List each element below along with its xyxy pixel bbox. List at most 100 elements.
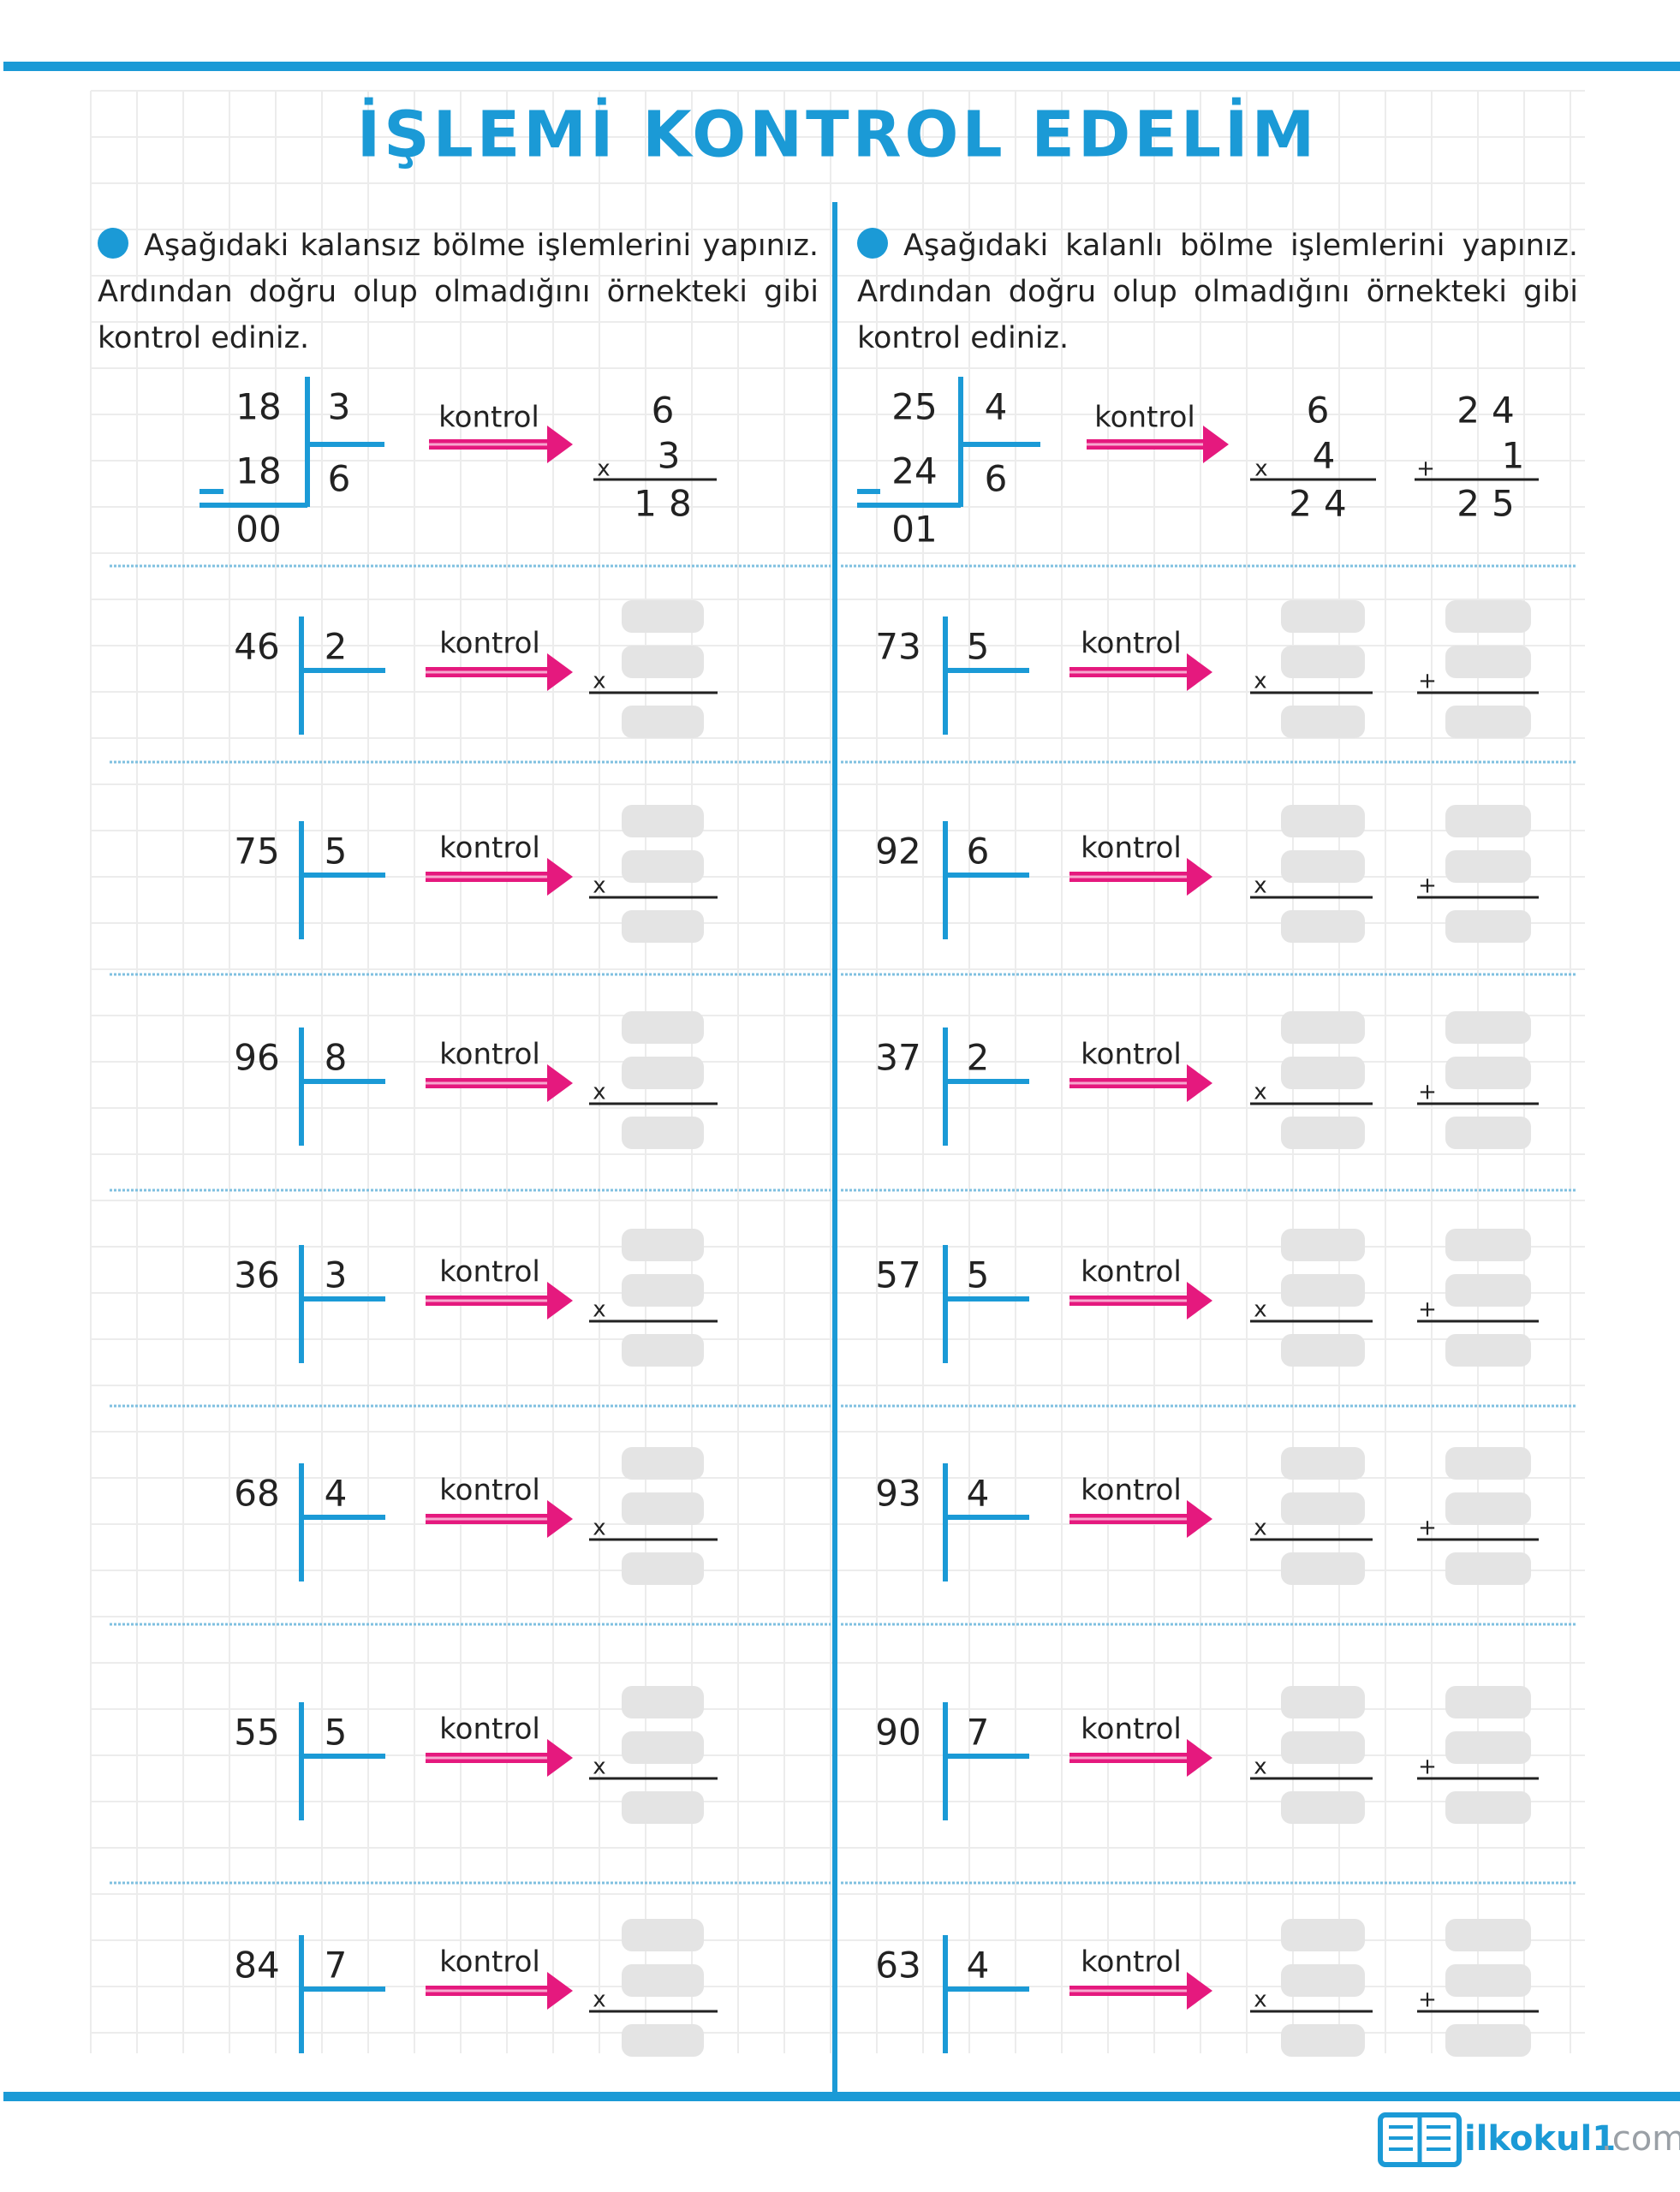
quotient: 6 xyxy=(985,458,1008,500)
dividend: 37 xyxy=(875,1037,920,1079)
answer-box xyxy=(622,1686,704,1718)
division-line xyxy=(301,1515,385,1520)
answer-box xyxy=(1281,910,1365,943)
answer-box xyxy=(1445,1447,1531,1480)
division-line xyxy=(945,873,1029,878)
times-sign: x xyxy=(593,1516,605,1541)
answer-box xyxy=(1445,910,1531,943)
answer-box xyxy=(1281,850,1365,883)
answer-box xyxy=(1281,1117,1365,1149)
divisor: 7 xyxy=(967,1712,990,1754)
answer-box xyxy=(622,600,704,633)
times-sign: x xyxy=(593,1987,605,2013)
division-line xyxy=(301,668,385,673)
answer-box xyxy=(1445,1229,1531,1261)
arrow-shine xyxy=(426,1081,551,1085)
kontrol-label: kontrol xyxy=(439,1255,540,1290)
minus-sign xyxy=(857,489,880,494)
kontrol-label: kontrol xyxy=(1094,401,1195,435)
division-line xyxy=(945,1754,1029,1759)
times-sign: x xyxy=(593,1297,605,1323)
division-bar xyxy=(299,1702,304,1820)
division-bar xyxy=(943,1702,948,1820)
answer-box xyxy=(1445,2024,1531,2057)
plus-sign: + xyxy=(1416,456,1435,482)
subtrahend: 24 xyxy=(891,450,937,492)
divisor: 3 xyxy=(328,386,351,428)
arrow-head xyxy=(547,1972,573,2010)
multiplicand: 6 xyxy=(1307,390,1342,432)
divisor: 2 xyxy=(967,1037,990,1079)
arrow-shine xyxy=(1069,1756,1190,1760)
division-line xyxy=(945,1296,1029,1302)
arrow-shine xyxy=(1069,1299,1190,1302)
top-rule xyxy=(3,62,1680,71)
division-bar xyxy=(943,1245,948,1363)
result-line xyxy=(857,503,961,508)
arrow-shine xyxy=(426,1989,551,1992)
arrow-shine xyxy=(1069,670,1190,674)
kontrol-label: kontrol xyxy=(439,627,540,661)
divisor: 4 xyxy=(967,1473,990,1515)
answer-box xyxy=(1281,1274,1365,1307)
instruction-right: Aşağıdaki kalanlı bölme işlemlerini yapı… xyxy=(857,223,1578,361)
dividend: 84 xyxy=(234,1945,279,1986)
quotient: 6 xyxy=(328,458,351,500)
kontrol-label: kontrol xyxy=(439,1945,540,1980)
arrow-shine xyxy=(1069,1989,1190,1992)
answer-box xyxy=(622,910,704,943)
answer-box xyxy=(1445,1492,1531,1525)
dividend: 63 xyxy=(875,1945,920,1986)
minus-sign xyxy=(200,489,223,494)
divisor: 6 xyxy=(967,831,990,873)
division-line xyxy=(307,442,384,447)
division-line xyxy=(945,668,1029,673)
arrow-shine xyxy=(1069,875,1190,879)
answer-box xyxy=(1281,1229,1365,1261)
answer-box xyxy=(622,1964,704,1997)
division-line xyxy=(945,1079,1029,1084)
times-sign: x xyxy=(1254,873,1266,899)
division-bar xyxy=(943,1935,948,2053)
answer-box xyxy=(622,1731,704,1764)
division-bar xyxy=(299,1028,304,1146)
dividend: 92 xyxy=(875,831,920,873)
division-line xyxy=(301,1079,385,1084)
arrow-shine xyxy=(1069,1517,1190,1521)
division-line xyxy=(301,873,385,878)
division-bar xyxy=(299,1245,304,1363)
multiplier: 3 xyxy=(658,435,681,477)
answer-box xyxy=(1445,646,1531,678)
times-sign: x xyxy=(1254,1754,1266,1780)
answer-box xyxy=(622,1057,704,1089)
dividend: 18 xyxy=(235,386,281,428)
dividend: 90 xyxy=(875,1712,920,1754)
division-line xyxy=(961,442,1040,447)
kontrol-label: kontrol xyxy=(1081,627,1182,661)
bullet xyxy=(857,228,888,259)
divisor: 5 xyxy=(967,1254,990,1296)
answer-box xyxy=(622,1334,704,1367)
arrow-head xyxy=(547,1282,573,1319)
answer-box xyxy=(1281,600,1365,633)
arrow-shine xyxy=(1087,443,1206,446)
dividend: 55 xyxy=(234,1712,279,1754)
kontrol-label: kontrol xyxy=(1081,831,1182,866)
answer-box xyxy=(1281,1552,1365,1585)
arrow-head xyxy=(1203,426,1229,463)
answer-box xyxy=(1281,1011,1365,1044)
times-sign: x xyxy=(1254,456,1267,482)
answer-box xyxy=(622,1229,704,1261)
times-sign: x xyxy=(593,1080,605,1105)
dividend: 57 xyxy=(875,1254,920,1296)
answer-box xyxy=(622,1117,704,1149)
kontrol-label: kontrol xyxy=(1081,1712,1182,1747)
division-bar xyxy=(299,821,304,939)
divisor: 5 xyxy=(325,831,348,873)
divisor: 4 xyxy=(967,1945,990,1986)
result-line xyxy=(200,503,307,508)
answer-box xyxy=(1445,1919,1531,1951)
answer-box xyxy=(622,1919,704,1951)
divisor: 4 xyxy=(985,386,1008,428)
division-bar xyxy=(299,1935,304,2053)
